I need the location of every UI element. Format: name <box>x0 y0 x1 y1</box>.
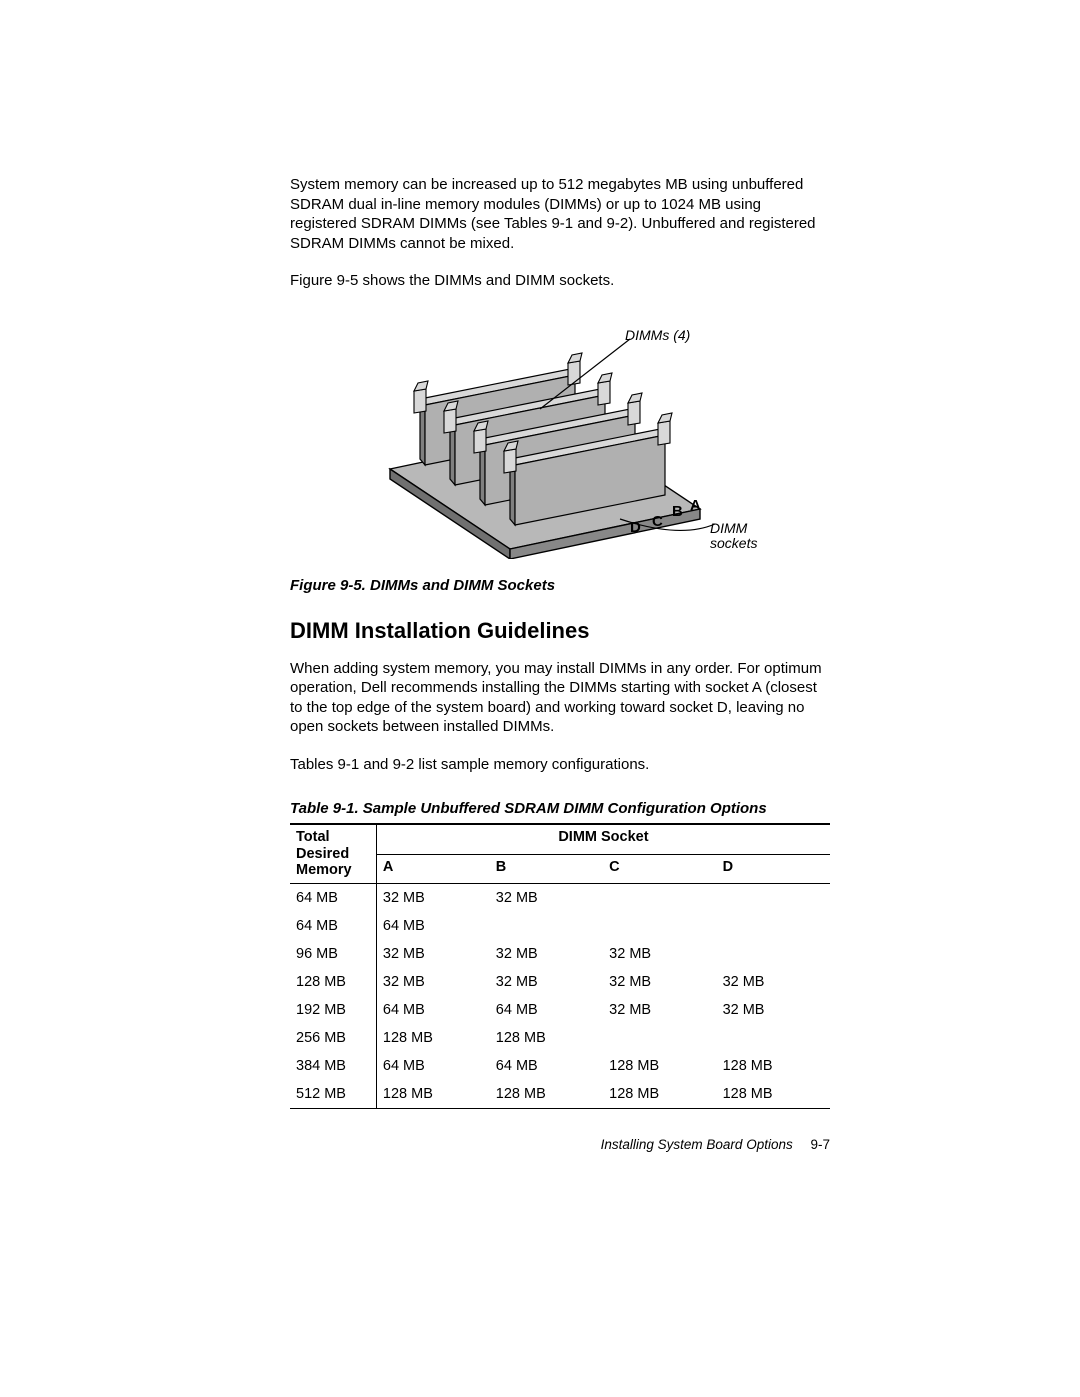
cell-a: 64 MB <box>376 1052 489 1080</box>
cell-c: 32 MB <box>603 940 716 968</box>
cell-d <box>717 912 830 940</box>
letter-a: A <box>690 497 701 514</box>
cell-c: 32 MB <box>603 968 716 996</box>
figure-9-5: DIMMs (4) A B C D DIMM sockets <box>290 309 830 569</box>
cell-a: 32 MB <box>376 884 489 913</box>
cell-b: 128 MB <box>490 1024 603 1052</box>
cell-a: 64 MB <box>376 912 489 940</box>
cell-d: 32 MB <box>717 996 830 1024</box>
table-row: 256 MB128 MB128 MB <box>290 1024 830 1052</box>
cell-total: 64 MB <box>290 884 376 913</box>
cell-d: 128 MB <box>717 1080 830 1109</box>
th-total: Total Desired Memory <box>290 824 376 884</box>
cell-total: 96 MB <box>290 940 376 968</box>
cell-a: 32 MB <box>376 940 489 968</box>
cell-c: 128 MB <box>603 1080 716 1109</box>
footer-text: Installing System Board Options <box>601 1137 793 1152</box>
page-footer: Installing System Board Options 9-7 <box>601 1137 830 1152</box>
cell-a: 64 MB <box>376 996 489 1024</box>
cell-d: 32 MB <box>717 968 830 996</box>
table-row: 512 MB128 MB128 MB128 MB128 MB <box>290 1080 830 1109</box>
section-heading: DIMM Installation Guidelines <box>290 618 830 644</box>
guidelines-paragraph-2: Tables 9-1 and 9-2 list sample memory co… <box>290 755 830 775</box>
cell-a: 128 MB <box>376 1080 489 1109</box>
letter-d: D <box>630 519 641 536</box>
table-row: 64 MB32 MB32 MB <box>290 884 830 913</box>
cell-total: 64 MB <box>290 912 376 940</box>
label-sockets-1: DIMM <box>710 520 747 536</box>
th-b: B <box>490 854 603 883</box>
table-row: 96 MB32 MB32 MB32 MB <box>290 940 830 968</box>
cell-total: 128 MB <box>290 968 376 996</box>
cell-b: 64 MB <box>490 996 603 1024</box>
page-content: System memory can be increased up to 512… <box>290 160 830 1109</box>
cell-b: 32 MB <box>490 940 603 968</box>
cell-c <box>603 884 716 913</box>
label-dimms: DIMMs (4) <box>625 327 690 343</box>
cell-b <box>490 912 603 940</box>
cell-d <box>717 940 830 968</box>
letter-c: C <box>652 513 663 530</box>
cell-b: 32 MB <box>490 968 603 996</box>
label-sockets-2: sockets <box>710 535 757 551</box>
dimm-illustration <box>370 309 750 559</box>
cell-total: 256 MB <box>290 1024 376 1052</box>
table-body: 64 MB32 MB32 MB64 MB64 MB96 MB32 MB32 MB… <box>290 884 830 1109</box>
th-a: A <box>376 854 489 883</box>
cell-c: 32 MB <box>603 996 716 1024</box>
table-row: 128 MB32 MB32 MB32 MB32 MB <box>290 968 830 996</box>
th-socket: DIMM Socket <box>376 824 830 854</box>
th-d: D <box>717 854 830 883</box>
cell-b: 32 MB <box>490 884 603 913</box>
intro-paragraph-2: Figure 9-5 shows the DIMMs and DIMM sock… <box>290 271 830 291</box>
cell-c <box>603 1024 716 1052</box>
cell-total: 192 MB <box>290 996 376 1024</box>
cell-b: 64 MB <box>490 1052 603 1080</box>
cell-a: 32 MB <box>376 968 489 996</box>
cell-total: 512 MB <box>290 1080 376 1109</box>
intro-paragraph: System memory can be increased up to 512… <box>290 175 830 253</box>
cell-b: 128 MB <box>490 1080 603 1109</box>
cell-c <box>603 912 716 940</box>
figure-caption: Figure 9-5. DIMMs and DIMM Sockets <box>290 577 830 594</box>
guidelines-paragraph: When adding system memory, you may insta… <box>290 659 830 737</box>
cell-a: 128 MB <box>376 1024 489 1052</box>
letter-b: B <box>672 503 683 520</box>
table-row: 192 MB64 MB64 MB32 MB32 MB <box>290 996 830 1024</box>
cell-c: 128 MB <box>603 1052 716 1080</box>
th-c: C <box>603 854 716 883</box>
table-row: 384 MB64 MB64 MB128 MB128 MB <box>290 1052 830 1080</box>
cell-d <box>717 884 830 913</box>
cell-d: 128 MB <box>717 1052 830 1080</box>
table-caption: Table 9-1. Sample Unbuffered SDRAM DIMM … <box>290 800 830 817</box>
cell-total: 384 MB <box>290 1052 376 1080</box>
dimm-config-table: Total Desired Memory DIMM Socket A B C D… <box>290 823 830 1109</box>
cell-d <box>717 1024 830 1052</box>
table-row: 64 MB64 MB <box>290 912 830 940</box>
footer-page: 9-7 <box>810 1137 830 1152</box>
